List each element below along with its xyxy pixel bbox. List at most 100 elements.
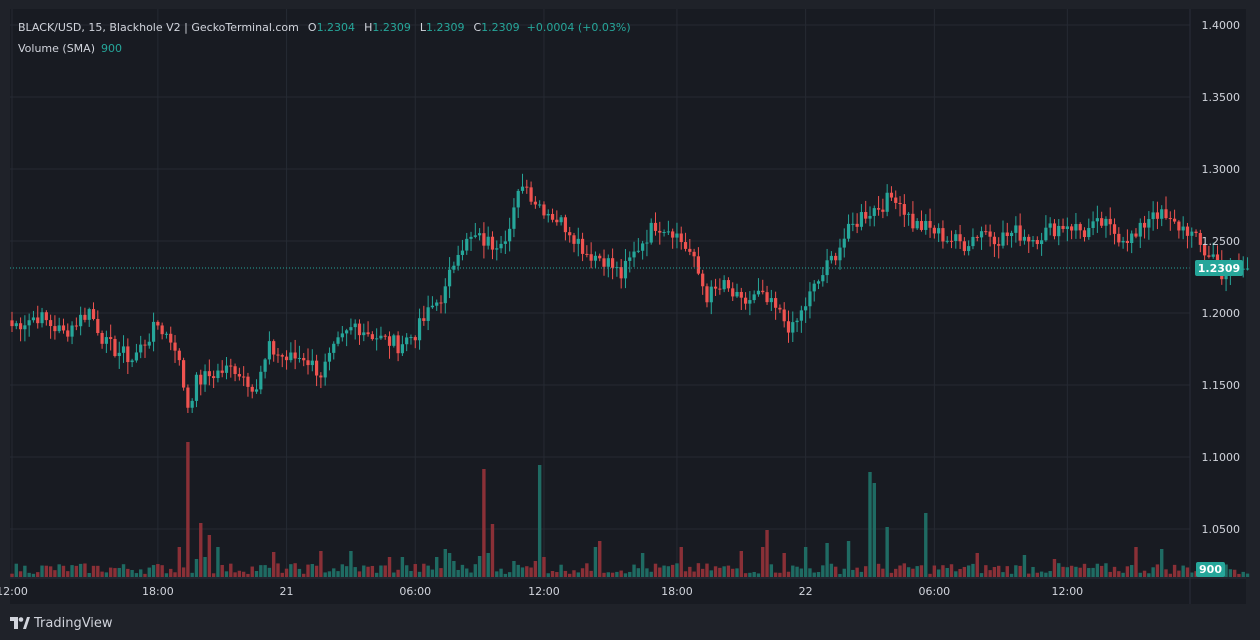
price-axis: 1.4000 1.3500 1.3000 1.2500 1.2000 1.1500 1.10… (1202, 19, 1241, 536)
candle-body (79, 314, 83, 327)
volume-bar (271, 552, 276, 577)
volume-bar (1014, 565, 1018, 577)
tradingview-footer[interactable]: TradingView (10, 613, 113, 633)
volume-bar (988, 570, 992, 577)
candle-body (932, 227, 936, 234)
candle-body (550, 213, 555, 220)
candle-body (246, 376, 250, 387)
candle-body (628, 257, 632, 261)
volume-bar (362, 565, 366, 577)
volume-bar (1138, 572, 1142, 577)
volume-bar (769, 564, 774, 577)
volume-label[interactable]: Volume (SMA) (18, 42, 95, 55)
candle-body (894, 197, 898, 203)
volume-bar (503, 573, 508, 577)
candle-body (147, 341, 151, 346)
volume-bar (417, 571, 422, 577)
volume-bar (396, 569, 400, 577)
candle-body (525, 186, 529, 188)
symbol-title[interactable]: BLACK/USD, 15, Blackhole V2 | GeckoTermi… (18, 21, 299, 34)
volume-bar (696, 563, 701, 577)
volume-bar (91, 565, 96, 577)
candle-body (782, 309, 786, 322)
volume-bar (117, 567, 121, 577)
candle-body (533, 201, 537, 205)
volume-bar (1074, 566, 1078, 577)
candle-body (212, 376, 216, 379)
candle-body (400, 344, 404, 354)
volume-bar (649, 571, 653, 577)
last-price-tag: 1.2309 (1195, 260, 1243, 276)
volume-bar (108, 567, 113, 577)
volume-bar (816, 572, 821, 577)
candle-body (10, 320, 14, 327)
candle-body (1207, 255, 1211, 257)
candle-body (366, 332, 370, 335)
candle-body (641, 243, 645, 251)
candle-body (44, 312, 48, 321)
volume-bar (726, 565, 731, 577)
candle-body (1194, 231, 1198, 234)
candle-body (748, 300, 752, 304)
candle-body (109, 337, 113, 339)
volume-bar (104, 572, 109, 577)
candle-body (242, 376, 246, 378)
volume-bar (169, 568, 173, 577)
candle-body (774, 298, 778, 308)
volume-bar (662, 565, 666, 577)
volume-bar (748, 572, 752, 577)
candle-body (233, 366, 237, 375)
volume-value: 900 (101, 42, 122, 55)
volume-bar (1108, 571, 1112, 577)
candle-body (130, 360, 134, 363)
candle-body (302, 357, 306, 361)
candle-body (555, 219, 559, 223)
volume-bar (731, 568, 735, 577)
candle-body (263, 359, 267, 372)
candle-body (413, 337, 417, 341)
volume-bar (66, 571, 70, 577)
volume-bar (709, 570, 713, 577)
candle-body (327, 352, 332, 362)
candle-body (967, 246, 971, 252)
candle-body (362, 332, 366, 336)
candle-body (1245, 268, 1250, 270)
candle-body (915, 221, 919, 229)
candle-body (992, 236, 997, 245)
candle-body (885, 192, 889, 212)
volume-bar (465, 568, 469, 577)
volume-bar (936, 569, 941, 577)
candle-body (688, 248, 692, 252)
volume-bar (374, 572, 379, 577)
volume-bar (962, 566, 967, 577)
candle-body (568, 232, 572, 236)
candle-body (653, 222, 658, 231)
candle-body (705, 286, 709, 303)
volume-bar (898, 565, 902, 577)
candle-body (1052, 223, 1057, 237)
candle-body (280, 355, 284, 357)
candle-body (216, 370, 220, 379)
candle-body (508, 228, 512, 242)
candle-body (542, 204, 546, 216)
volume-bar (915, 566, 919, 577)
candle-body (27, 320, 31, 326)
price-tick-label: 1.2000 (1202, 307, 1241, 320)
candle-body (816, 281, 821, 284)
time-tick-label: 21 (280, 585, 294, 598)
candle-body (357, 323, 362, 336)
candle-body (323, 361, 327, 378)
volume-bar (160, 565, 164, 577)
volume-bar (821, 565, 825, 577)
volume-bar (1147, 573, 1151, 577)
volume-bar (284, 568, 289, 577)
volume-bar (302, 573, 306, 577)
candle-body (1087, 227, 1091, 238)
candle-body (919, 221, 924, 230)
candle-body (143, 344, 147, 346)
candle-body (851, 223, 855, 225)
candle-body (872, 208, 876, 216)
candle-body (971, 236, 975, 247)
candle-body (739, 291, 743, 298)
